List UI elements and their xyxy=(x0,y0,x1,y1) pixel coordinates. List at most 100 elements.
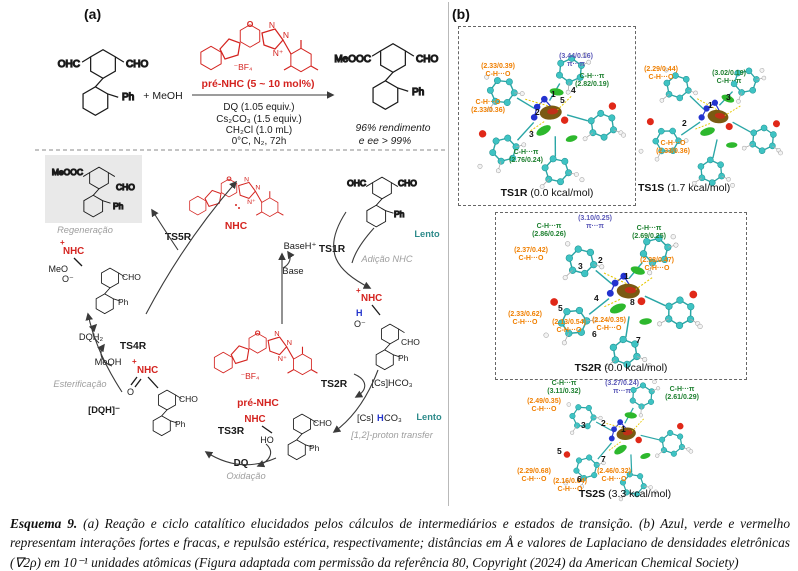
nhc-label: NHC xyxy=(225,221,248,232)
site-number: 5 xyxy=(558,303,563,313)
site-number: 8 xyxy=(630,297,635,307)
proton-transfer-label: [1,2]-proton transfer xyxy=(350,430,434,440)
int1-o: O⁻ xyxy=(354,319,366,329)
structure-label: TS2R (0.0 kcal/mol) xyxy=(496,362,746,374)
interaction-annotation: C-H···O (2.33/0.36) xyxy=(471,99,505,115)
nhc-structure xyxy=(190,176,284,217)
ts2r-label: TS2R xyxy=(321,379,348,390)
lento2-label: Lento xyxy=(416,412,442,422)
cycle-arrows xyxy=(85,180,379,466)
product-ph-label: Ph xyxy=(412,87,424,98)
pre-nhc-bf4: ⁻BF₄ xyxy=(241,371,260,381)
acyl-nhc: NHC xyxy=(137,365,158,376)
site-number: 3 xyxy=(581,420,586,430)
acyl-plus: + xyxy=(132,357,137,366)
breslow-structure: NHC HO CHO Ph xyxy=(244,414,332,460)
structure-id: TS2S xyxy=(578,488,606,500)
site-number: 1 xyxy=(624,271,629,281)
site-number: 2 xyxy=(682,118,687,128)
acyl-o: O xyxy=(127,387,134,397)
interaction-annotation: (2.38/0.47) C-H···O xyxy=(640,257,674,273)
figure-caption: Esquema 9. (a) Reação e ciclo catalítico… xyxy=(10,514,790,571)
interaction-annotation: (3.10/0.25) π···π xyxy=(578,215,612,231)
yield-line2: e ee > 99% xyxy=(359,136,411,147)
panel-b-label: (b) xyxy=(452,6,470,22)
interaction-annotation: (2.13/0.54) C-H···O xyxy=(552,319,586,335)
cshco3-b-co3: CO₃ xyxy=(384,413,402,423)
int2-nhc: NHC xyxy=(63,246,84,257)
acyl-cho: CHO xyxy=(179,394,198,404)
base-label: Base xyxy=(282,266,303,276)
site-number: 6 xyxy=(592,329,597,339)
substrate-ohc-label: OHC xyxy=(58,59,80,70)
plus-meoh-label: + MeOH xyxy=(143,90,182,102)
site-number: 2 xyxy=(598,255,603,265)
int1-nhc: NHC xyxy=(361,293,382,304)
site-number: 3 xyxy=(529,129,534,139)
ts4r-label: TS4R xyxy=(120,341,147,352)
structure-id: TS1S xyxy=(638,182,665,194)
site-number: 5 xyxy=(560,95,565,105)
interaction-annotation: (3.44/0.16) π···π xyxy=(559,53,593,69)
cshco3-b-label: [Cs] H CO₃ xyxy=(357,413,402,423)
oxidacao-label: Oxidação xyxy=(226,471,265,481)
product-meooc-label: MeOOC xyxy=(334,54,371,65)
interaction-annotation: C-H···π (2.61/0.29) xyxy=(665,386,699,402)
site-number: 6 xyxy=(577,474,582,484)
site-number: 4 xyxy=(594,293,599,303)
interaction-annotation: (2.29/0.68) C-H···O xyxy=(517,468,551,484)
site-number: 5 xyxy=(557,446,562,456)
interaction-annotation: (3.02/0.19) C-H···π xyxy=(712,70,746,86)
structure-label: TS1R (0.0 kcal/mol) xyxy=(459,187,635,199)
substrate-ph-label: Ph xyxy=(122,92,134,103)
int1-cho: CHO xyxy=(401,337,420,347)
int1-plus: + xyxy=(356,286,361,295)
interaction-annotation: C-H···π (2.86/0.26) xyxy=(532,223,566,239)
dqh2-label: DQH₂ xyxy=(79,332,104,342)
dq-label: DQ xyxy=(234,458,249,469)
box-meooc-label: MeOOC xyxy=(52,167,83,177)
ts1s-structure-panel: (2.29/0.44) C-H···O (3.02/0.19) C-H···π C-… xyxy=(630,40,798,208)
condition-solvent: CH₂Cl (1.0 mL) xyxy=(226,125,292,136)
cycle-substrate-structure: OHC CHO Ph xyxy=(346,177,418,227)
interaction-annotation: C-H···π (2.76/0.24) xyxy=(509,149,543,165)
site-number: 2 xyxy=(535,107,540,117)
interaction-annotation: (2.46/0.32) C-H···O xyxy=(597,468,631,484)
cshco3-a-label: [Cs]HCO₃ xyxy=(372,378,413,388)
pre-nhc-loading-label: pré-NHC (5 ~ 10 mol%) xyxy=(202,78,315,90)
ts2r-structure-panel: (3.10/0.25) π···π C-H···π (2.86/0.26) C-H·… xyxy=(495,212,747,380)
int1-h: H xyxy=(356,308,363,318)
structure-label: TS1S (1.7 kcal/mol) xyxy=(630,182,798,194)
interaction-annotation: C-H···π (2.82/0.19) xyxy=(575,73,609,89)
intermediate1-structure: + NHC H O⁻ CHO Ph xyxy=(354,286,420,370)
lento1-label: Lento xyxy=(414,229,440,239)
breslow-nhc: NHC xyxy=(244,414,265,425)
acyl-ph: Ph xyxy=(175,419,186,429)
baseh-label: BaseH⁺ xyxy=(284,241,317,251)
pre-nhc-label: pré-NHC xyxy=(237,398,279,409)
int2-meo: MeO xyxy=(48,264,68,274)
structure-id: TS2R xyxy=(574,362,602,374)
site-number: 3 xyxy=(578,261,583,271)
reaction-scheme: OHC CHO Ph + MeOH ⁻BF₄ pré-NHC (5 ~ 10 m… xyxy=(57,19,439,147)
panel-divider xyxy=(448,2,449,506)
product-structure: MeOOC CHO Ph xyxy=(334,44,439,110)
esterificacao-label: Esterificação xyxy=(53,379,106,389)
int2-ph: Ph xyxy=(118,297,129,307)
caption-lead: Esquema 9. xyxy=(10,516,78,531)
breslow-cho: CHO xyxy=(313,418,332,428)
bf4-counterion: ⁻BF₄ xyxy=(234,62,253,72)
interaction-annotation: C-H···π (3.11/0.32) xyxy=(547,380,581,396)
int1-ph: Ph xyxy=(398,353,409,363)
catalytic-cycle: MeOOC CHO Ph Regeneração TS5R NHC BaseH⁺… xyxy=(45,155,442,481)
panel-a-scheme: O N N N⁺ OHC CHO Ph + MeOH xyxy=(35,0,447,481)
ts1r-structure-panel: (2.33/0.39) C-H···O (3.44/0.16) π···π C-H·… xyxy=(458,26,636,206)
product-cho-label: CHO xyxy=(416,54,438,65)
base-curve-arrow xyxy=(282,250,295,269)
structure-id: TS1R xyxy=(500,187,528,199)
interaction-annotation: (2.29/0.44) C-H···O xyxy=(644,66,678,82)
cshco3-b-cs: [Cs] xyxy=(357,413,374,423)
dq-arrow xyxy=(256,443,272,468)
site-number: 3 xyxy=(726,92,731,102)
cycle-sub-ohc: OHC xyxy=(347,178,366,188)
